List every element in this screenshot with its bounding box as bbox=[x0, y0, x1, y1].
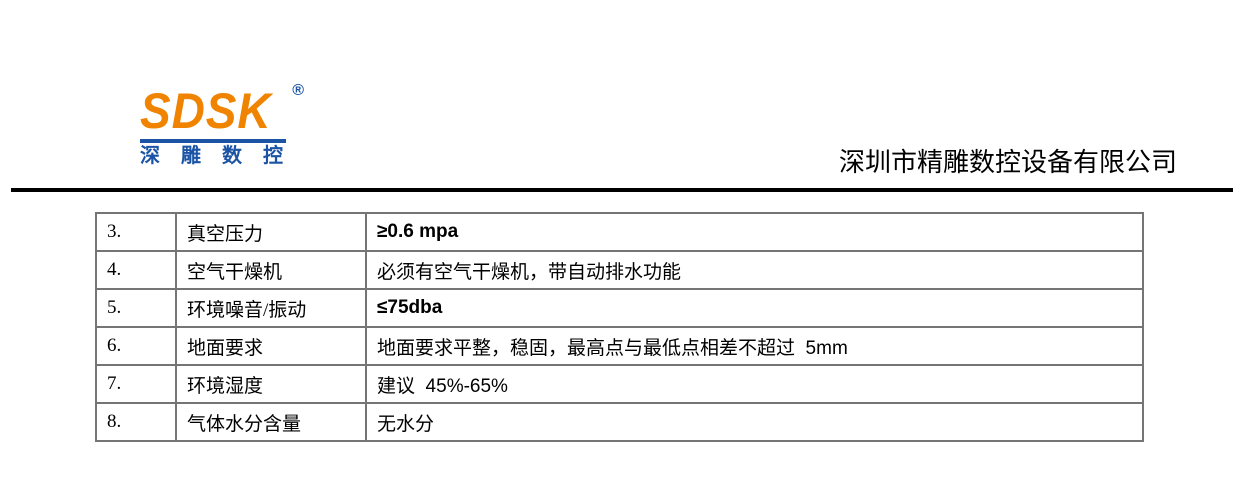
registered-trademark-icon: ® bbox=[292, 82, 304, 99]
logo-underline-bar bbox=[140, 139, 286, 143]
row-number-cell: 3. bbox=[95, 212, 177, 252]
spec-value-cell: 必须有空气干燥机，带自动排水功能 bbox=[365, 250, 1144, 290]
spec-value-text: 建议 45%-65% bbox=[377, 375, 508, 397]
row-number-cell: 5. bbox=[95, 288, 177, 328]
spec-value-text: 必须有空气干燥机，带自动排水功能 bbox=[377, 261, 682, 283]
spec-value-text: ≥0.6 mpa bbox=[377, 221, 459, 242]
table-row: 3. 真空压力 ≥0.6 mpa bbox=[95, 212, 1144, 252]
row-number-cell: 6. bbox=[95, 326, 177, 366]
logo-brand-row: SDSK ® bbox=[140, 82, 304, 139]
row-number-cell: 4. bbox=[95, 250, 177, 290]
spec-value-cell: ≥0.6 mpa bbox=[365, 212, 1144, 252]
spec-value-text: 无水分 bbox=[377, 413, 435, 435]
spec-value-cell: 建议 45%-65% bbox=[365, 364, 1144, 404]
logo-brand-text: SDSK bbox=[140, 83, 272, 139]
spec-label-cell: 空气干燥机 bbox=[175, 250, 367, 290]
company-logo: SDSK ® 深雕数控 bbox=[140, 82, 304, 167]
spec-label-cell: 环境噪音/振动 bbox=[175, 288, 367, 328]
spec-value-cell: ≤75dba bbox=[365, 288, 1144, 328]
spec-label-cell: 地面要求 bbox=[175, 326, 367, 366]
spec-value-cell: 地面要求平整，稳固，最高点与最低点相差不超过 5mm bbox=[365, 326, 1144, 366]
spec-value-text: ≤75dba bbox=[377, 297, 443, 318]
spec-table-body: 3. 真空压力 ≥0.6 mpa 4. 空气干燥机 必须有空气干燥机，带自动排水… bbox=[95, 212, 1144, 442]
row-number-cell: 7. bbox=[95, 364, 177, 404]
header-divider-rule bbox=[11, 188, 1233, 192]
table-row: 5. 环境噪音/振动 ≤75dba bbox=[95, 288, 1144, 328]
table-row: 7. 环境湿度 建议 45%-65% bbox=[95, 364, 1144, 404]
table-row: 6. 地面要求 地面要求平整，稳固，最高点与最低点相差不超过 5mm bbox=[95, 326, 1144, 366]
spec-value-cell: 无水分 bbox=[365, 402, 1144, 442]
spec-label-cell: 气体水分含量 bbox=[175, 402, 367, 442]
table-row: 4. 空气干燥机 必须有空气干燥机，带自动排水功能 bbox=[95, 250, 1144, 290]
logo-subtitle-text: 深雕数控 bbox=[140, 145, 304, 167]
spec-table: 3. 真空压力 ≥0.6 mpa 4. 空气干燥机 必须有空气干燥机，带自动排水… bbox=[95, 212, 1144, 442]
table-row: 8. 气体水分含量 无水分 bbox=[95, 402, 1144, 442]
spec-label-cell: 真空压力 bbox=[175, 212, 367, 252]
company-name: 深圳市精雕数控设备有限公司 bbox=[838, 148, 1177, 177]
row-number-cell: 8. bbox=[95, 402, 177, 442]
spec-value-text: 地面要求平整，稳固，最高点与最低点相差不超过 5mm bbox=[377, 337, 848, 359]
spec-label-cell: 环境湿度 bbox=[175, 364, 367, 404]
